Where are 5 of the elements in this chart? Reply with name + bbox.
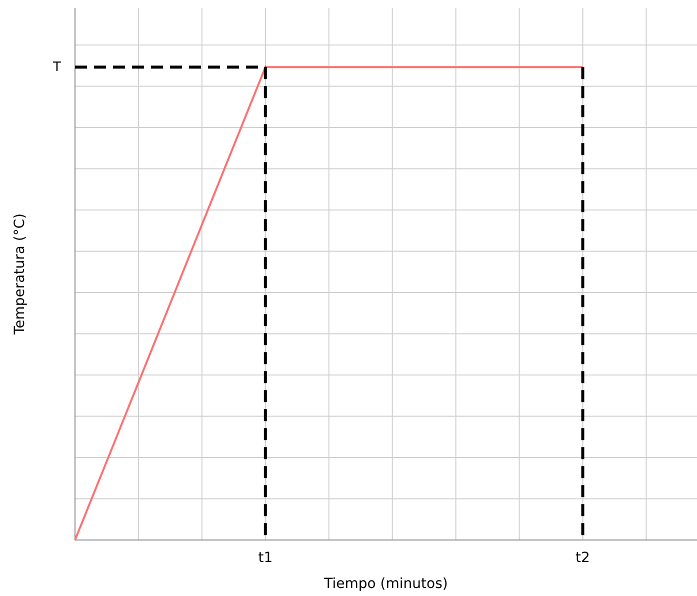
y-axis-title: Temperatura (°C) (12, 213, 28, 336)
x-tick-label: t1 (258, 550, 273, 566)
x-tick-label: t2 (576, 550, 590, 566)
x-axis-title: Tiempo (minutos) (323, 576, 448, 592)
text: T (52, 60, 62, 76)
